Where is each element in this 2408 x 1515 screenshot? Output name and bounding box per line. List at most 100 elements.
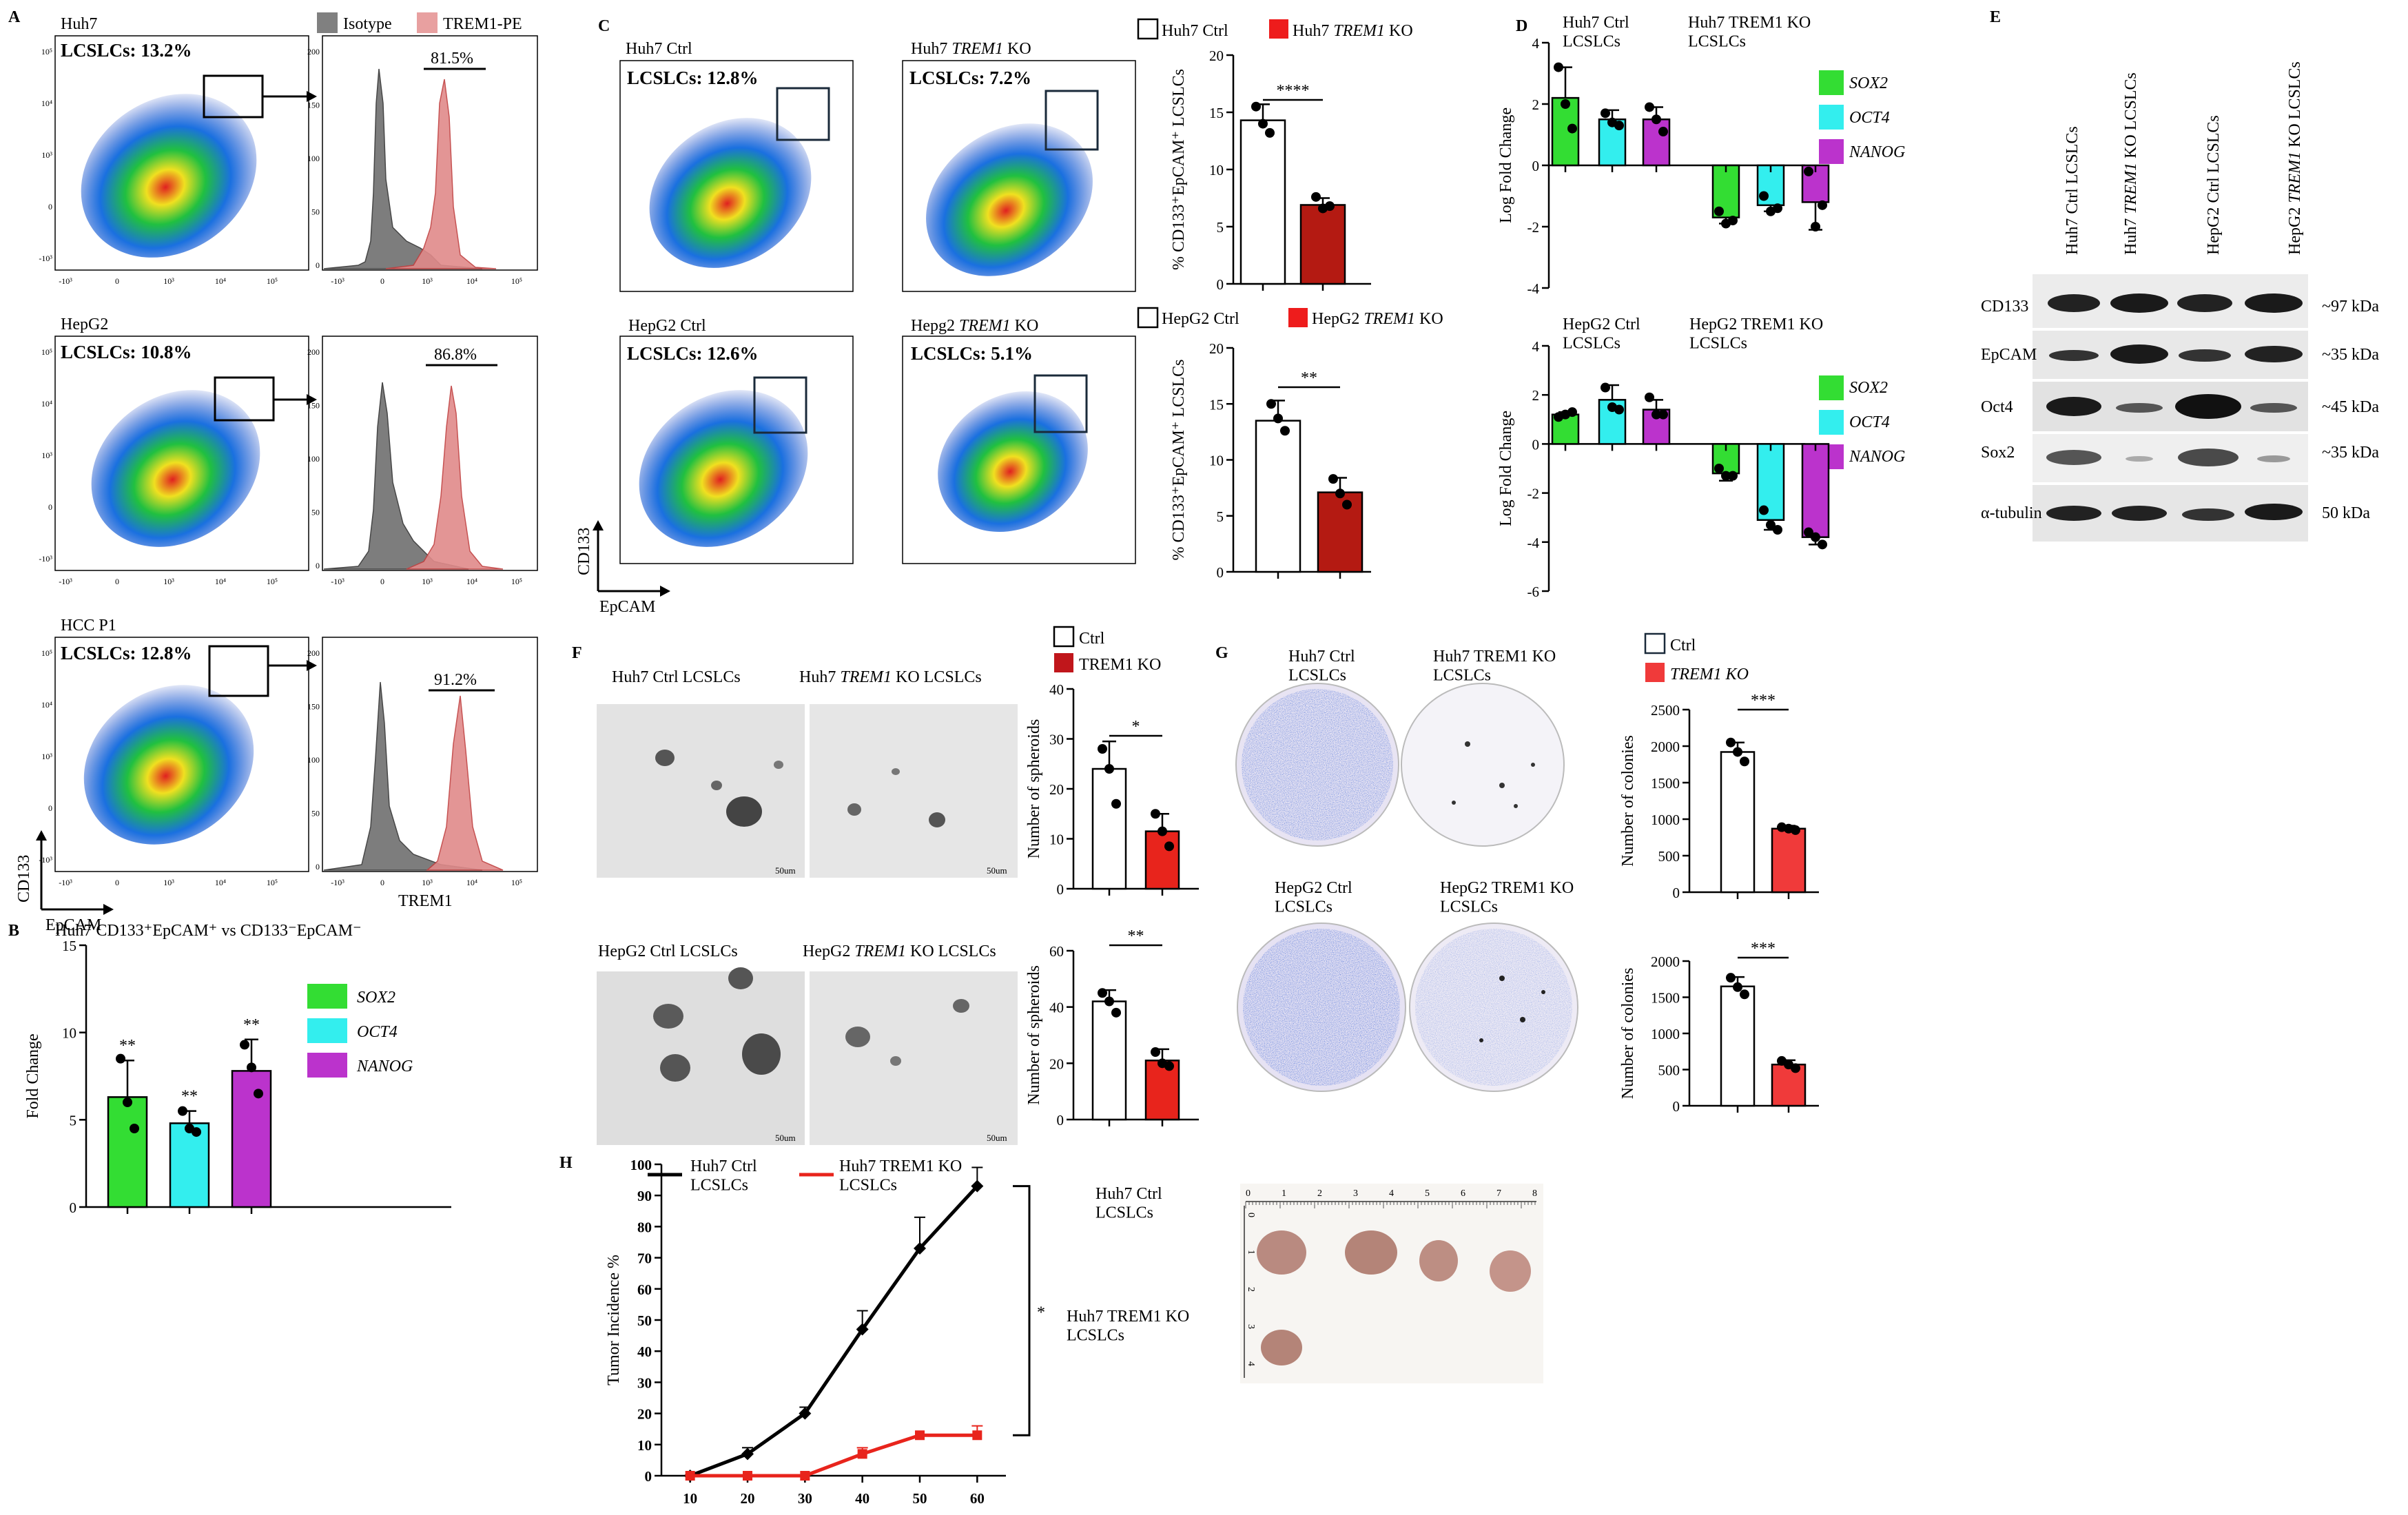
d-top-legend-sox2-swatch <box>1819 70 1844 95</box>
sig-label: ** <box>181 1088 198 1106</box>
g-plate-2-colony <box>1465 741 1470 747</box>
y-tick-label: 500 <box>1658 848 1680 865</box>
f-img1-spheroid <box>655 750 675 766</box>
a-dot-xtick: 10³ <box>163 577 174 586</box>
bar <box>1720 751 1756 894</box>
e-protein-cd133: CD133 <box>1981 298 2028 316</box>
panel-label-g: G <box>1215 644 1228 662</box>
b-title: Huh7 CD133⁺EpCAM⁺ vs CD133⁻EpCAM⁻ <box>55 922 362 940</box>
y-tick-label: 1000 <box>1651 1026 1680 1042</box>
data-point <box>130 1124 139 1133</box>
b-legend-sox2-swatch <box>307 984 347 1009</box>
sig-bracket <box>1013 1185 1031 1436</box>
c-legend-bottom-ctrl: HepG2 Ctrl <box>1162 310 1239 328</box>
y-tick-label: 60 <box>637 1281 652 1298</box>
d-top-legend-sox2: SOX2 <box>1849 74 1888 92</box>
a-dot-xtick: 10³ <box>163 878 174 887</box>
bar <box>1771 1063 1807 1107</box>
data-point <box>1601 382 1610 393</box>
c-plot3-title: HepG2 Ctrl <box>628 317 706 335</box>
e-protein-oct4: Oct4 <box>1981 398 2013 416</box>
sig-label: *** <box>1751 940 1776 958</box>
f-img1-scale: 50um <box>775 865 796 876</box>
data-point <box>971 1179 984 1193</box>
a-dot-ytick: 10³ <box>41 451 52 460</box>
legend-isotype: Isotype <box>343 15 392 33</box>
data-point <box>1721 471 1731 481</box>
data-point <box>800 1471 810 1481</box>
e-band-tubulin-3 <box>2182 508 2234 521</box>
c-plot3-gate: LCSLCs: 12.6% <box>627 343 759 364</box>
panel-label-d: D <box>1516 17 1527 35</box>
e-band-tubulin-2 <box>2112 506 2167 521</box>
a-dot-ytick: 10⁴ <box>41 399 52 409</box>
ruler-v-label: 2 <box>1246 1287 1256 1292</box>
data-point <box>1759 505 1769 515</box>
h-photo-label-ko: Huh7 TREM1 KO LCSLCs <box>1067 1308 1189 1345</box>
a-dot-ytick: 10³ <box>41 150 52 160</box>
a-row2-trem1-hist <box>406 385 504 570</box>
ruler-label: 4 <box>1389 1188 1394 1199</box>
c-y-arrowhead <box>593 520 604 530</box>
data-point <box>1773 203 1782 214</box>
a-dot-ytick: 0 <box>48 202 52 212</box>
y-axis-label: Log Fold Change <box>1497 107 1515 223</box>
a-row3-trem1-hist <box>425 695 504 871</box>
f-img4 <box>810 971 1018 1145</box>
a-row2-arrowhead <box>307 394 317 405</box>
a-hist-xtick: 0 <box>380 577 384 586</box>
bar <box>1720 985 1756 1107</box>
g-img3-label: HepG2 Ctrl LCSLCs <box>1275 879 1352 916</box>
data-point <box>1104 764 1114 774</box>
f-img2-spheroid <box>847 803 861 816</box>
a-row3-gate: LCSLCs: 12.8% <box>61 643 192 663</box>
y-tick-label: 15 <box>1209 105 1224 121</box>
panel-label-e: E <box>1990 8 2001 26</box>
e-size-epcam: ~35 kDa <box>2322 346 2379 364</box>
y-axis-label: Tumor Incidence % <box>605 1255 623 1385</box>
a-hist-ytick: 50 <box>311 809 320 818</box>
e-protein-sox2: Sox2 <box>1981 444 2015 462</box>
data-point <box>1728 471 1738 481</box>
data-point <box>743 1471 752 1481</box>
g-img1-label: Huh7 Ctrl LCSLCs <box>1288 648 1355 685</box>
a-dot-xtick: 0 <box>115 878 119 887</box>
a-hist-ytick: 150 <box>307 401 320 411</box>
data-point <box>1740 756 1749 767</box>
y-tick-label: -4 <box>1527 280 1540 297</box>
c-plot3-frame <box>619 336 854 564</box>
a-row2-hist-frame <box>322 336 538 571</box>
h-tumor-ctrl <box>1419 1240 1458 1281</box>
a-dot-xtick: 10⁵ <box>267 276 278 286</box>
bar <box>107 1096 148 1208</box>
h-legend-ko: Huh7 TREM1 KO LCSLCs <box>839 1157 962 1195</box>
h-tumor-ctrl <box>1257 1230 1306 1275</box>
y-tick-label: 4 <box>1532 35 1540 52</box>
ruler-label: 5 <box>1425 1188 1430 1199</box>
y-axis-label: Number of spheroids <box>1025 965 1043 1105</box>
c-legend-bottom-ko-swatch <box>1288 308 1308 327</box>
y-tick-label: 50 <box>637 1312 652 1329</box>
c-legend-top-ctrl-swatch <box>1137 18 1159 40</box>
e-band-tubulin-1 <box>2046 506 2101 521</box>
f-img4-spheroid <box>890 1056 901 1066</box>
d-bottom-legend-sox2-swatch <box>1819 375 1844 400</box>
data-point <box>972 1430 982 1441</box>
x-tick-label: 40 <box>855 1490 869 1507</box>
f-img4-scale: 50um <box>987 1133 1007 1143</box>
d-top-legend-oct4-swatch <box>1819 105 1844 130</box>
data-point <box>1251 101 1261 112</box>
data-point <box>1157 826 1167 836</box>
a-dot-ytick: 0 <box>48 502 52 512</box>
h-tumor-ctrl <box>1490 1250 1531 1292</box>
a-dot-xtick: 10³ <box>163 276 174 286</box>
data-point <box>1614 404 1624 415</box>
a-dot-xtick: 0 <box>115 276 119 286</box>
y-tick-label: 2000 <box>1651 954 1680 970</box>
a-hist-ytick: 100 <box>307 755 320 765</box>
y-tick-label: 10 <box>637 1437 652 1454</box>
a-dot-xtick: 10⁴ <box>215 878 226 887</box>
data-point <box>1561 99 1570 109</box>
chart-b: 15 10 5 0 Fold Change ** ** ** <box>24 938 451 1216</box>
data-point <box>1726 737 1736 748</box>
